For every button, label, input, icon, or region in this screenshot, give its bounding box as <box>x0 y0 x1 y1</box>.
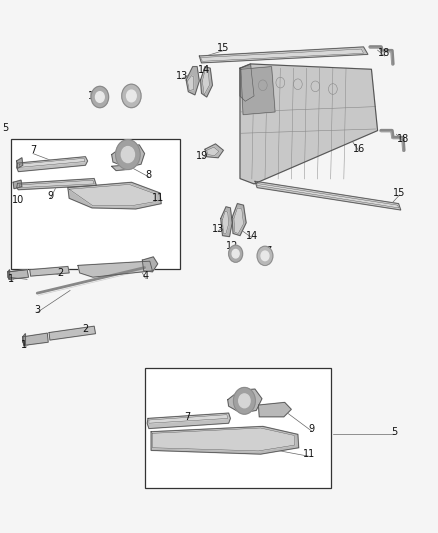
Polygon shape <box>258 402 291 417</box>
Polygon shape <box>152 428 295 451</box>
Text: 18: 18 <box>397 134 409 143</box>
Polygon shape <box>68 182 161 209</box>
Polygon shape <box>240 64 378 184</box>
Text: 2: 2 <box>82 325 88 334</box>
Text: 3: 3 <box>34 305 40 315</box>
Bar <box>145 368 331 488</box>
Polygon shape <box>19 158 85 167</box>
Polygon shape <box>112 145 145 167</box>
Text: 18: 18 <box>378 49 391 58</box>
Polygon shape <box>17 179 96 190</box>
Text: 6: 6 <box>235 401 241 411</box>
Text: 6: 6 <box>133 146 139 155</box>
Polygon shape <box>256 183 399 208</box>
Text: 11: 11 <box>303 449 315 459</box>
Polygon shape <box>149 415 228 423</box>
Text: 1: 1 <box>21 341 27 350</box>
Polygon shape <box>234 208 244 233</box>
Polygon shape <box>205 144 223 158</box>
Text: 12: 12 <box>226 241 238 251</box>
Polygon shape <box>17 157 88 172</box>
Text: 16: 16 <box>353 144 365 154</box>
Polygon shape <box>23 334 25 345</box>
Polygon shape <box>201 49 364 61</box>
Circle shape <box>116 140 140 169</box>
Text: 2: 2 <box>57 269 64 278</box>
Circle shape <box>95 92 104 102</box>
Polygon shape <box>232 204 246 236</box>
Polygon shape <box>19 180 94 188</box>
Polygon shape <box>69 184 156 206</box>
Text: 17: 17 <box>127 91 140 101</box>
Text: 14: 14 <box>198 66 210 75</box>
Polygon shape <box>23 333 48 345</box>
Text: 17: 17 <box>261 246 273 255</box>
Polygon shape <box>202 70 209 95</box>
Circle shape <box>239 394 250 408</box>
Polygon shape <box>8 270 10 279</box>
Polygon shape <box>30 266 69 276</box>
Circle shape <box>257 246 273 265</box>
Circle shape <box>229 245 243 262</box>
Text: 9: 9 <box>47 191 53 201</box>
Text: 13: 13 <box>176 71 188 80</box>
Text: 5: 5 <box>2 123 8 133</box>
Text: 14: 14 <box>246 231 258 240</box>
Polygon shape <box>223 211 229 233</box>
Circle shape <box>127 90 136 102</box>
Polygon shape <box>78 261 152 277</box>
Text: 4: 4 <box>142 271 148 281</box>
Polygon shape <box>147 413 230 429</box>
Text: 19: 19 <box>196 151 208 160</box>
Polygon shape <box>13 180 22 189</box>
Text: 12: 12 <box>88 91 100 101</box>
Text: 5: 5 <box>391 427 397 437</box>
Bar <box>11 139 180 269</box>
Text: 15: 15 <box>393 188 406 198</box>
Text: 7: 7 <box>30 146 36 155</box>
Circle shape <box>261 251 269 261</box>
Text: 15: 15 <box>217 43 230 53</box>
Polygon shape <box>207 147 219 156</box>
Polygon shape <box>142 257 158 272</box>
Text: 10: 10 <box>12 195 25 205</box>
Polygon shape <box>186 67 199 95</box>
Polygon shape <box>201 67 212 97</box>
Polygon shape <box>255 181 401 210</box>
Polygon shape <box>17 158 23 168</box>
Polygon shape <box>49 326 95 340</box>
Polygon shape <box>187 76 194 91</box>
Polygon shape <box>241 67 275 115</box>
Polygon shape <box>199 47 368 63</box>
Text: 7: 7 <box>184 412 191 422</box>
Circle shape <box>91 86 109 108</box>
Polygon shape <box>221 207 232 237</box>
Polygon shape <box>240 64 254 101</box>
Polygon shape <box>228 389 262 413</box>
Circle shape <box>122 84 141 108</box>
Polygon shape <box>112 165 127 171</box>
Text: 8: 8 <box>146 170 152 180</box>
Circle shape <box>233 387 255 414</box>
Polygon shape <box>8 270 28 279</box>
Text: 1: 1 <box>8 274 14 284</box>
Text: 11: 11 <box>152 193 164 203</box>
Text: 9: 9 <box>309 424 315 434</box>
Text: 13: 13 <box>212 224 224 234</box>
Circle shape <box>121 147 134 163</box>
Circle shape <box>232 249 239 258</box>
Polygon shape <box>151 426 299 454</box>
